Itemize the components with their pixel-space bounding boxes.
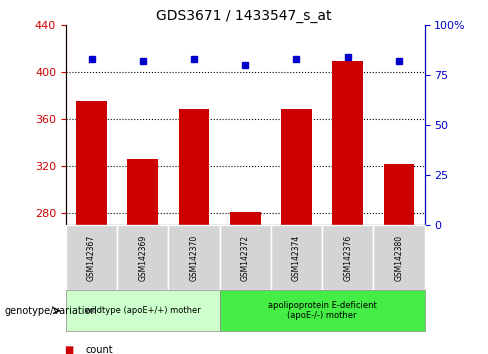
Text: genotype/variation: genotype/variation	[5, 306, 98, 316]
Text: GSM142367: GSM142367	[87, 234, 96, 281]
Text: GSM142380: GSM142380	[394, 234, 404, 281]
Bar	[76, 101, 107, 225]
Text: GSM142374: GSM142374	[292, 234, 301, 281]
Bar	[384, 164, 414, 225]
Bar	[230, 212, 261, 225]
Bar	[179, 109, 209, 225]
Text: GSM142370: GSM142370	[189, 234, 199, 281]
Text: GSM142376: GSM142376	[343, 234, 352, 281]
Text: ■: ■	[64, 346, 73, 354]
Text: wildtype (apoE+/+) mother: wildtype (apoE+/+) mother	[85, 306, 201, 315]
Text: GDS3671 / 1433547_s_at: GDS3671 / 1433547_s_at	[156, 9, 332, 23]
Bar	[127, 159, 158, 225]
Text: GSM142372: GSM142372	[241, 234, 250, 281]
Text: GSM142369: GSM142369	[138, 234, 147, 281]
Bar	[281, 109, 312, 225]
Text: count: count	[85, 346, 113, 354]
Text: apolipoprotein E-deficient
(apoE-/-) mother: apolipoprotein E-deficient (apoE-/-) mot…	[268, 301, 376, 320]
Bar	[332, 61, 363, 225]
